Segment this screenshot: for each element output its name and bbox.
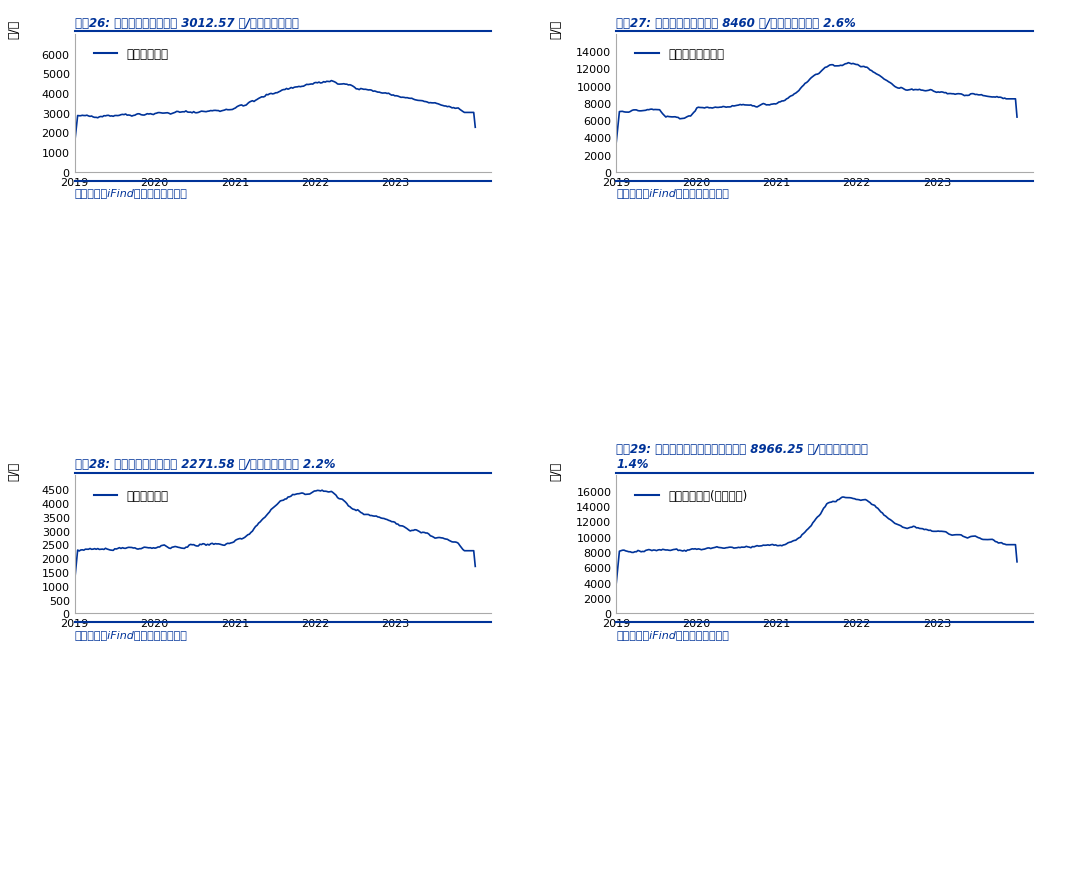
Y-axis label: 元/吨: 元/吨 bbox=[7, 20, 20, 39]
Y-axis label: 元/吨: 元/吨 bbox=[7, 461, 20, 480]
Text: 资料来源：iFind，国盛证券研究所: 资料来源：iFind，国盛证券研究所 bbox=[75, 629, 187, 640]
Y-axis label: 元/吨: 元/吨 bbox=[550, 461, 562, 480]
Y-axis label: 元/吨: 元/吨 bbox=[550, 20, 562, 39]
Legend: 现货价：菜粕: 现货价：菜粕 bbox=[88, 485, 174, 507]
Text: 图表27: 本周一级豆油现货价 8460 元/吨，较上周上涨 2.6%: 图表27: 本周一级豆油现货价 8460 元/吨，较上周上涨 2.6% bbox=[617, 17, 856, 30]
Text: 图表26: 本周国内豆粕现货价 3012.57 元/吨，较上周持平: 图表26: 本周国内豆粕现货价 3012.57 元/吨，较上周持平 bbox=[75, 17, 298, 30]
Legend: 现货价：菜油(进口四级): 现货价：菜油(进口四级) bbox=[630, 485, 752, 507]
Legend: 现货价：一级豆油: 现货价：一级豆油 bbox=[630, 43, 730, 66]
Text: 资料来源：iFind，国盛证券研究所: 资料来源：iFind，国盛证券研究所 bbox=[617, 629, 730, 640]
Legend: 现货价：豆粕: 现货价：豆粕 bbox=[88, 43, 174, 66]
Text: 图表29: 本周国内进口四级菜油现货价 8966.25 元/吨，较上周下跌
1.4%: 图表29: 本周国内进口四级菜油现货价 8966.25 元/吨，较上周下跌 1.… bbox=[617, 442, 868, 471]
Text: 图表28: 本周国内菜粕现货价 2271.58 元/吨，较上周上涨 2.2%: 图表28: 本周国内菜粕现货价 2271.58 元/吨，较上周上涨 2.2% bbox=[75, 458, 335, 471]
Text: 资料来源：iFind，国盛证券研究所: 资料来源：iFind，国盛证券研究所 bbox=[617, 189, 730, 198]
Text: 资料来源：iFind，国盛证券研究所: 资料来源：iFind，国盛证券研究所 bbox=[75, 189, 187, 198]
